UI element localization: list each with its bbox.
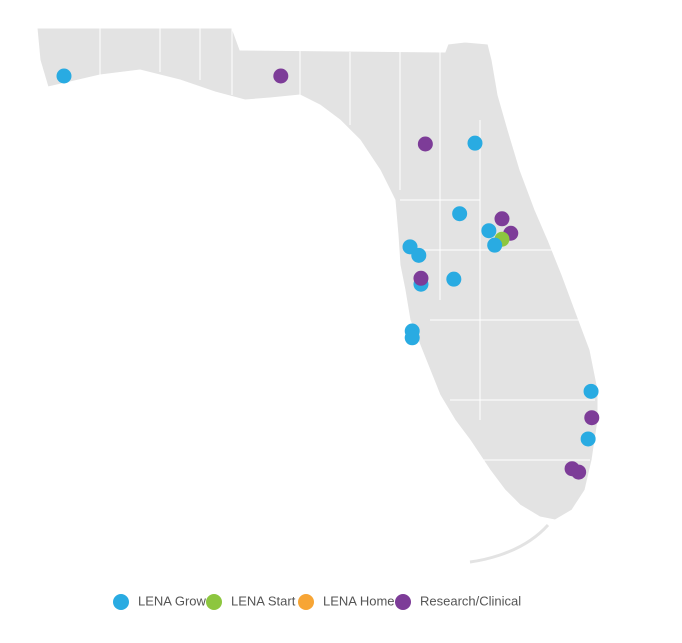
location-marker (580, 431, 596, 447)
legend-swatch (298, 594, 314, 610)
florida-keys (469, 523, 550, 564)
location-marker (487, 237, 503, 253)
legend-swatch (113, 594, 129, 610)
legend-label: Research/Clinical (420, 593, 521, 608)
legend-label: LENA Grow (138, 593, 207, 608)
legend: LENA Grow LENA Start LENA Home Research/Cli… (113, 593, 521, 610)
location-marker (417, 136, 433, 152)
location-marker (584, 410, 600, 426)
location-marker (583, 383, 599, 399)
county-lines (99, 28, 595, 461)
location-marker (413, 270, 429, 286)
location-marker (467, 135, 483, 151)
legend-swatch (395, 594, 411, 610)
florida-outline (36, 27, 599, 521)
location-marker (571, 464, 587, 480)
legend-swatch (206, 594, 222, 610)
legend-label: LENA Home (323, 593, 395, 608)
location-marker (56, 68, 72, 84)
location-marker (404, 330, 420, 346)
location-marker (481, 223, 497, 239)
location-marker (446, 271, 462, 287)
markers (56, 68, 600, 480)
location-marker (452, 206, 468, 222)
location-marker (273, 68, 289, 84)
location-marker (494, 211, 510, 227)
legend-label: LENA Start (231, 593, 296, 608)
location-marker (411, 247, 427, 263)
